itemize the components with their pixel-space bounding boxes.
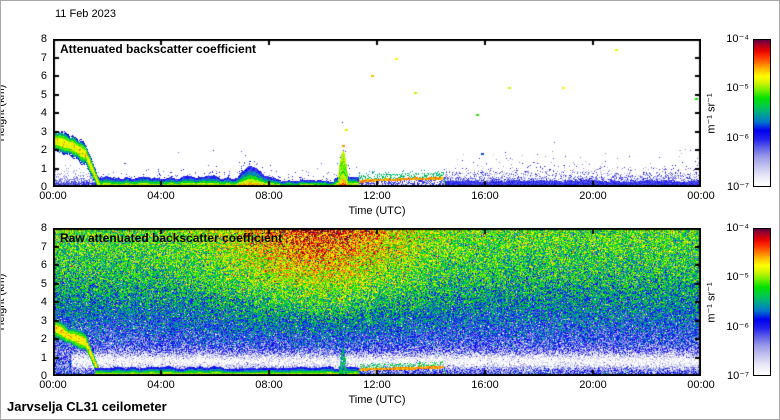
x-tick-label: 00:00 xyxy=(687,190,715,202)
time-axis-label-top: Time (UTC) xyxy=(348,205,406,217)
y-tick-label: 7 xyxy=(40,240,47,253)
y-tick-label: 5 xyxy=(40,88,47,101)
x-tick-label: 20:00 xyxy=(579,379,607,391)
y-tick-label: 3 xyxy=(40,314,47,327)
y-tick-label: 1 xyxy=(40,351,47,364)
y-tick-label: 2 xyxy=(40,144,47,156)
x-tick-label: 04:00 xyxy=(147,379,175,391)
time-axis-label-bottom: Time (UTC) xyxy=(348,394,406,406)
colorbar-tick-label: 10⁻⁵ xyxy=(726,82,749,95)
height-axis-label-top: Height (km) xyxy=(0,84,7,142)
colorbar-tick-label: 10⁻⁶ xyxy=(726,320,749,333)
colorbar-tick-label: 10⁻⁵ xyxy=(726,271,749,284)
raw-backscatter-heatmap xyxy=(53,228,701,376)
y-tick-label: 8 xyxy=(40,33,47,45)
x-tick-label: 16:00 xyxy=(471,190,499,202)
instrument-label: Jarvselja CL31 ceilometer xyxy=(7,399,167,414)
y-tick-label: 1 xyxy=(40,162,47,175)
x-tick-label: 20:00 xyxy=(579,190,607,202)
x-tick-label: 00:00 xyxy=(39,190,67,202)
x-tick-label: 12:00 xyxy=(363,379,391,391)
height-axis-label-bottom: Height (km) xyxy=(0,273,7,331)
x-tick-label: 04:00 xyxy=(147,190,175,202)
top-panel-title: Attenuated backscatter coefficient xyxy=(60,42,257,56)
colorbar-tick-label: 10⁻⁷ xyxy=(726,181,749,193)
y-tick-label: 6 xyxy=(40,259,47,271)
x-tick-label: 12:00 xyxy=(363,190,391,202)
colorbar-tick-label: 10⁻⁶ xyxy=(726,131,749,144)
top-colorbar-unit-label: m⁻¹ sr⁻¹ xyxy=(705,93,718,134)
date-label: 11 Feb 2023 xyxy=(55,8,116,20)
y-tick-label: 2 xyxy=(40,333,47,345)
bottom-colorbar xyxy=(753,228,771,376)
colorbar-tick-label: 10⁻⁴ xyxy=(726,222,749,234)
x-tick-label: 16:00 xyxy=(471,379,499,391)
attenuated-backscatter-panel: Attenuated backscatter coefficient xyxy=(53,39,701,187)
y-tick-label: 4 xyxy=(40,296,47,308)
x-tick-label: 08:00 xyxy=(255,190,283,202)
x-tick-label: 00:00 xyxy=(39,379,67,391)
y-tick-label: 8 xyxy=(40,222,47,234)
y-tick-label: 4 xyxy=(40,107,47,119)
raw-backscatter-panel: Raw attenuated backscatter coefficient xyxy=(53,228,701,376)
bottom-panel-title: Raw attenuated backscatter coefficient xyxy=(60,231,283,245)
colorbar-tick-label: 10⁻⁷ xyxy=(726,370,749,382)
colorbar-tick-label: 10⁻⁴ xyxy=(726,33,749,45)
x-tick-label: 08:00 xyxy=(255,379,283,391)
x-tick-label: 00:00 xyxy=(687,379,715,391)
y-tick-label: 7 xyxy=(40,51,47,64)
y-tick-label: 3 xyxy=(40,125,47,138)
bottom-colorbar-unit-label: m⁻¹ sr⁻¹ xyxy=(705,282,718,323)
y-tick-label: 6 xyxy=(40,70,47,82)
top-colorbar xyxy=(753,39,771,187)
attenuated-backscatter-heatmap xyxy=(53,39,701,187)
y-tick-label: 0 xyxy=(40,181,47,193)
y-tick-label: 5 xyxy=(40,277,47,290)
y-tick-label: 0 xyxy=(40,370,47,382)
